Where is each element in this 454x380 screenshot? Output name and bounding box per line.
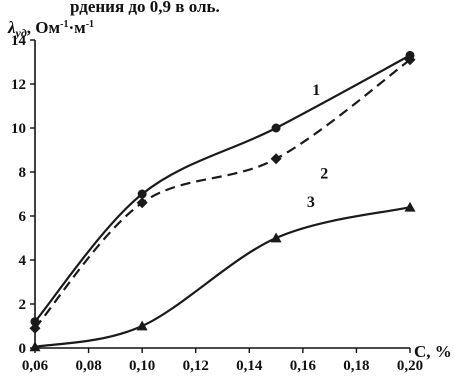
y-axis-title-subscript: уд [14, 26, 27, 40]
y-axis-title-units: , Ом [27, 18, 61, 37]
y-tick-label: 12 [11, 77, 26, 93]
data-point-series-3 [404, 201, 416, 212]
series-label-1: 1 [312, 82, 320, 99]
series-layer [29, 50, 416, 352]
series-line-2 [34, 58, 411, 329]
y-tick-label: 4 [19, 253, 27, 269]
y-tick-label: 10 [11, 121, 26, 137]
y-tick-label: 6 [19, 209, 27, 225]
series-label-2: 2 [320, 166, 328, 183]
x-tick-label: 0,12 [183, 358, 209, 374]
y-tick-label: 14 [11, 33, 27, 49]
series-label-3: 3 [307, 194, 315, 211]
data-point-series-3 [270, 232, 282, 243]
x-tick-label: 0,20 [397, 358, 423, 374]
y-tick-label: 8 [19, 165, 27, 181]
x-tick-label: 0,16 [290, 358, 317, 374]
x-tick-label: 0,06 [22, 358, 49, 374]
y-axis-title-symbol: λ [7, 18, 16, 37]
data-point-series-1 [137, 189, 147, 199]
x-tick-label: 0,14 [236, 358, 263, 374]
data-point-series-2 [29, 322, 41, 334]
x-tick-label: 0,10 [129, 358, 155, 374]
y-axis-title: λуд, Ом-1·м-1 [7, 18, 94, 40]
data-point-series-1 [271, 123, 281, 133]
data-point-series-2 [404, 54, 416, 66]
y-axis-title-exponent-1: -1 [60, 19, 68, 30]
x-tick-label: 0,08 [75, 358, 101, 374]
series-labels: 1 23 [307, 82, 328, 211]
series-line-3 [34, 206, 411, 348]
data-point-series-2 [270, 153, 282, 165]
data-point-series-3 [136, 320, 148, 331]
x-axis-title: С, % [414, 342, 452, 361]
x-ticks: 0,06 0,08 0,10 0,12 0,14 0,16 0,18 0,20 [22, 348, 423, 374]
y-tick-label: 2 [19, 297, 27, 313]
y-axis-title-exponent-2: -1 [86, 19, 94, 30]
series-line-1 [34, 54, 411, 323]
x-tick-label: 0,18 [343, 358, 369, 374]
y-axis-title-middle: ·м [68, 18, 86, 37]
data-point-series-2 [136, 197, 148, 209]
data-point-series-3 [29, 341, 41, 352]
y-tick-label: 0 [19, 341, 27, 357]
y-ticks: 0 2 4 6 8 10 12 14 [11, 33, 35, 357]
top-text-fragment: рдения до 0,9 в оль. [70, 0, 220, 16]
